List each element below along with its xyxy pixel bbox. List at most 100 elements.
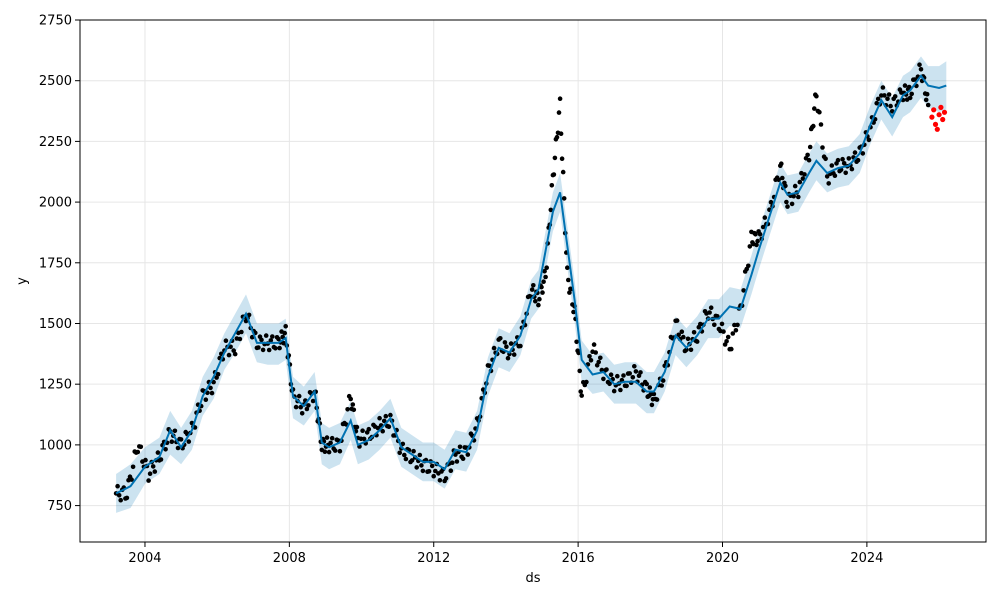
observed-point	[324, 435, 330, 440]
observed-point	[209, 390, 215, 396]
observed-point	[889, 109, 895, 114]
observed-point	[608, 372, 614, 378]
observed-point	[383, 413, 389, 419]
observed-point	[437, 478, 443, 483]
observed-point	[729, 346, 734, 352]
observed-point	[721, 329, 726, 334]
observed-point	[508, 341, 514, 346]
observed-point	[260, 347, 266, 353]
observed-point	[375, 425, 381, 431]
observed-point	[805, 152, 810, 158]
observed-point	[487, 363, 492, 369]
observed-point	[855, 157, 861, 163]
observed-point	[411, 448, 416, 454]
y-tick-label: 1000	[39, 438, 72, 453]
observed-point	[270, 334, 275, 339]
observed-point	[426, 469, 432, 474]
y-tick-label: 1750	[39, 256, 72, 271]
observed-point	[627, 371, 632, 376]
observed-point	[835, 157, 841, 163]
observed-point	[259, 337, 264, 343]
observed-point	[152, 469, 158, 474]
observed-point	[558, 131, 564, 136]
observed-point	[638, 370, 643, 375]
observed-point	[892, 94, 898, 99]
observed-point	[268, 338, 274, 343]
observed-point	[491, 345, 497, 351]
observed-point	[780, 175, 785, 181]
observed-point	[138, 444, 144, 450]
recent-points-layer	[929, 104, 948, 132]
observed-point	[571, 309, 576, 315]
observed-point	[298, 404, 304, 410]
observed-point	[654, 397, 660, 402]
observed-point	[574, 339, 579, 345]
observed-point	[880, 85, 886, 90]
observed-point	[431, 473, 437, 479]
y-tick-label: 2500	[39, 74, 72, 89]
observed-point	[529, 287, 535, 292]
observed-point	[785, 204, 790, 209]
observed-point	[584, 379, 589, 385]
observed-point	[826, 181, 831, 186]
observed-point	[554, 134, 560, 140]
observed-point	[208, 385, 213, 391]
observed-point	[419, 463, 424, 468]
observed-point	[169, 439, 175, 445]
observed-point	[849, 166, 855, 172]
observed-point	[755, 238, 760, 244]
observed-point	[332, 448, 338, 453]
observed-point	[135, 449, 141, 455]
observed-point	[674, 318, 680, 323]
observed-point	[223, 338, 229, 344]
x-axis-ticks: 2004 2008 2012 2016 2020 2024	[128, 542, 883, 566]
observed-point	[551, 172, 557, 177]
recent-point	[941, 109, 948, 115]
observed-point	[725, 334, 731, 340]
observed-point	[712, 322, 717, 328]
observed-point	[909, 91, 914, 97]
observed-point	[559, 156, 565, 161]
observed-point	[596, 359, 601, 365]
observed-point	[566, 277, 571, 283]
observed-point	[433, 468, 438, 474]
observed-point	[226, 352, 232, 358]
observed-point	[565, 265, 570, 271]
observed-point	[345, 407, 350, 412]
observed-point	[540, 290, 545, 295]
observed-point	[588, 358, 594, 363]
observed-point	[768, 199, 774, 205]
y-tick-label: 1250	[39, 378, 72, 393]
observed-point	[400, 441, 406, 447]
y-tick-label: 1500	[39, 317, 72, 332]
observed-point	[762, 215, 768, 220]
observed-point	[443, 476, 449, 481]
observed-point	[866, 137, 872, 143]
observed-point	[800, 176, 806, 181]
observed-point	[611, 388, 617, 394]
observed-point	[860, 151, 866, 156]
observed-point	[633, 369, 639, 374]
recent-point	[940, 116, 946, 123]
observed-point	[293, 404, 299, 410]
observed-point	[823, 156, 828, 162]
observed-point	[147, 471, 153, 477]
observed-point	[505, 355, 511, 361]
observed-point	[747, 244, 753, 249]
observed-point	[163, 447, 168, 452]
observed-point	[912, 77, 918, 82]
observed-point	[560, 169, 566, 175]
observed-point	[351, 407, 357, 413]
observed-point	[843, 170, 848, 176]
observed-point	[299, 411, 305, 416]
recent-point	[934, 126, 940, 132]
observed-point	[130, 464, 136, 470]
observed-point	[730, 331, 736, 336]
observed-point	[649, 402, 655, 408]
observed-point	[228, 344, 233, 350]
observed-point	[708, 305, 714, 311]
observed-point	[783, 183, 788, 189]
observed-point	[388, 412, 393, 418]
observed-point	[607, 381, 612, 387]
observed-point	[924, 91, 930, 97]
